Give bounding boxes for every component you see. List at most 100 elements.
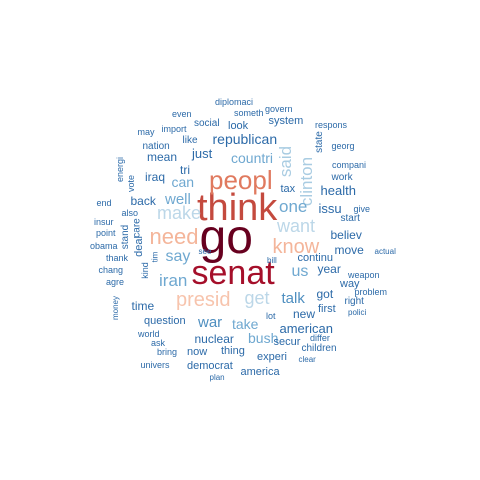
- word-money: money: [111, 295, 121, 321]
- word-back: back: [130, 194, 156, 208]
- word-right: right: [344, 296, 364, 307]
- word-may: may: [137, 126, 155, 137]
- word-nuclear: nuclear: [194, 332, 234, 346]
- word-differ: differ: [310, 332, 330, 343]
- word-energi: energi: [114, 156, 125, 182]
- word-look: look: [228, 119, 249, 132]
- word-chang: chang: [98, 264, 124, 275]
- word-presid: presid: [176, 289, 231, 311]
- word-nation: nation: [142, 141, 170, 152]
- word-just: just: [192, 145, 213, 161]
- word-actual: actual: [374, 247, 396, 256]
- word-point: point: [96, 227, 116, 238]
- word-american: american: [279, 320, 333, 336]
- word-compani: compani: [332, 159, 367, 170]
- word-respons: respons: [315, 119, 348, 130]
- word-vote: vote: [125, 174, 136, 192]
- word-obama: obama: [90, 240, 118, 251]
- word-issu: issu: [318, 200, 342, 216]
- word-bush: bush: [248, 330, 279, 346]
- word-now: now: [187, 345, 208, 358]
- word-can: can: [171, 174, 195, 190]
- word-someth: someth: [234, 107, 264, 118]
- word-social: social: [194, 118, 220, 129]
- word-bill: bill: [267, 256, 277, 265]
- word-experi: experi: [257, 350, 287, 363]
- word-like: like: [182, 135, 198, 146]
- word-want: want: [277, 216, 316, 236]
- word-system: system: [268, 114, 304, 127]
- word-ask: ask: [151, 337, 166, 348]
- word-health: health: [320, 182, 356, 198]
- word-georg: georg: [331, 140, 355, 151]
- word-secur: secur: [273, 335, 301, 348]
- word-know: know: [272, 236, 320, 258]
- word-year: year: [317, 262, 341, 276]
- word-america: america: [240, 365, 280, 378]
- word-lot: lot: [266, 310, 276, 321]
- word-polici: polici: [348, 308, 367, 317]
- word-us: us: [291, 263, 309, 280]
- word-tax: tax: [280, 182, 296, 195]
- word-problem: problem: [354, 286, 388, 297]
- word-think: think: [197, 187, 278, 229]
- word-one: one: [279, 196, 308, 216]
- word-start: start: [340, 213, 360, 224]
- word-insur: insur: [94, 216, 114, 227]
- word-time: time: [131, 299, 155, 313]
- word-also: also: [121, 207, 139, 218]
- word-republican: republican: [212, 131, 278, 147]
- word-got: got: [316, 287, 334, 301]
- word-see: see: [198, 247, 212, 256]
- word-say: say: [165, 248, 191, 265]
- word-well: well: [165, 190, 191, 208]
- word-believ: believ: [330, 228, 362, 242]
- word-move: move: [334, 243, 364, 257]
- word-agre: agre: [106, 276, 125, 287]
- word-stand: stand: [120, 224, 132, 250]
- word-new: new: [293, 307, 316, 321]
- word-democrat: democrat: [187, 359, 233, 372]
- word-children: children: [301, 343, 337, 354]
- word-clear: clear: [298, 355, 316, 364]
- word-diplomaci: diplomaci: [215, 96, 254, 107]
- word-senat: senat: [191, 254, 275, 292]
- word-need: need: [149, 224, 199, 249]
- word-weapon: weapon: [348, 269, 380, 280]
- word-iran: iran: [159, 270, 188, 290]
- word-thing: thing: [221, 344, 245, 357]
- word-plan: plan: [209, 373, 225, 382]
- word-univers: univers: [140, 359, 170, 370]
- word-mean: mean: [147, 150, 178, 164]
- word-bring: bring: [157, 346, 178, 357]
- word-get: get: [244, 288, 270, 308]
- word-deal: deal: [132, 235, 145, 257]
- word-take: take: [232, 316, 259, 332]
- word-state: state: [313, 131, 325, 153]
- word-even: even: [172, 108, 192, 119]
- word-end: end: [96, 197, 112, 208]
- word-talk: talk: [281, 289, 305, 307]
- word-continu: continu: [297, 251, 333, 264]
- word-said: said: [275, 145, 295, 177]
- word-war: war: [198, 313, 223, 331]
- word-make: make: [157, 203, 202, 223]
- word-import: import: [161, 123, 187, 134]
- word-care: care: [131, 218, 143, 238]
- word-work: work: [331, 172, 353, 183]
- word-way: way: [340, 277, 360, 290]
- word-tri: tri: [180, 163, 190, 177]
- word-first: first: [318, 302, 336, 315]
- word-go: go: [199, 211, 253, 264]
- word-govern: govern: [265, 103, 293, 114]
- word-countri: countri: [231, 150, 274, 166]
- word-give: give: [353, 203, 371, 214]
- word-world: world: [138, 328, 160, 339]
- word-thank: thank: [106, 252, 129, 263]
- word-peopl: peopl: [209, 165, 273, 195]
- word-iraq: iraq: [145, 170, 166, 184]
- word-question: question: [144, 314, 186, 327]
- word-kind: kind: [139, 261, 150, 279]
- word-tim: tim: [149, 251, 159, 263]
